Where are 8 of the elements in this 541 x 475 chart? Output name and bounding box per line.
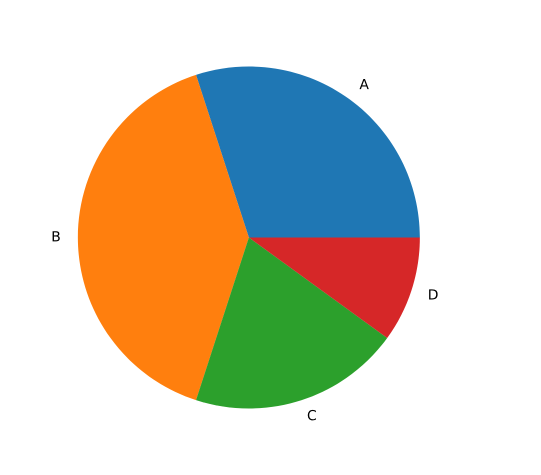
pie-slice [196,66,420,238]
slice-label: B [52,231,60,242]
pie-slice [248,238,420,338]
slice-label: D [429,289,438,300]
pie-slice [196,238,388,408]
slice-label: C [308,410,316,420]
slice-label: A [360,79,369,90]
pie-slice [78,74,249,400]
